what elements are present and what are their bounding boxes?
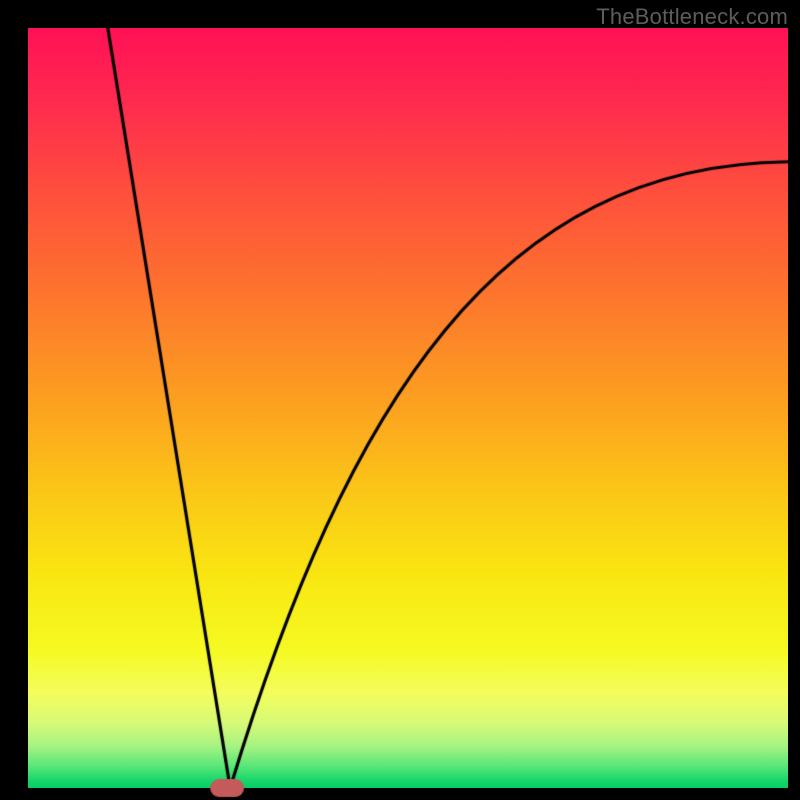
bottleneck-curve xyxy=(0,0,800,800)
watermark-text: TheBottleneck.com xyxy=(596,4,788,30)
